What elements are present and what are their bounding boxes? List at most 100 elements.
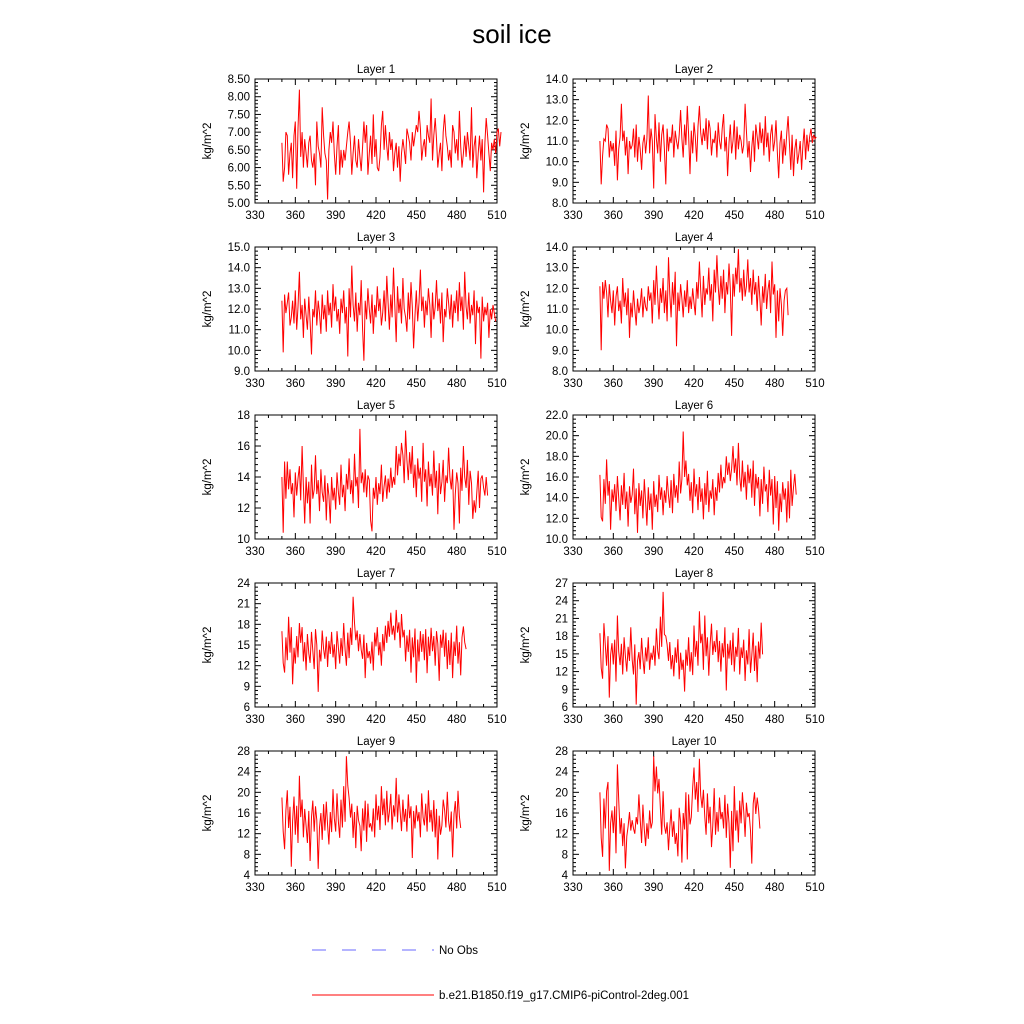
y-tick-label: 12.0 — [546, 283, 568, 295]
series-line-layer-3 — [281, 265, 497, 361]
x-tick-label: 330 — [563, 882, 582, 894]
panel-layer-9: Layer 9 330 360 390 420 450 480 510 4 8 12 16 20 24 28… — [202, 736, 507, 894]
x-tick-label: 360 — [604, 714, 623, 726]
y-axis-label: kg/m^2 — [202, 459, 214, 496]
x-tick-label: 510 — [805, 210, 824, 222]
y-tick-label: 13.0 — [546, 263, 568, 275]
x-tick-label: 420 — [684, 378, 703, 390]
x-tick-label: 450 — [725, 714, 744, 726]
x-tick-label: 330 — [245, 714, 264, 726]
y-tick-label: 14 — [237, 472, 250, 484]
series-line-layer-7 — [281, 596, 467, 692]
panel-layer-6: Layer 6 330 360 390 420 450 480 510 10.0 12.0 14.0… — [520, 400, 825, 558]
x-tick-label: 450 — [407, 210, 426, 222]
legend-no-obs-label: No Obs — [439, 945, 478, 957]
y-tick-label: 18 — [237, 619, 250, 631]
y-tick-label: 28 — [555, 746, 568, 758]
y-tick-label: 21 — [555, 613, 568, 625]
x-tick-label: 450 — [725, 546, 744, 558]
x-tick-label: 420 — [684, 546, 703, 558]
x-tick-label: 330 — [245, 546, 264, 558]
y-tick-label: 7.50 — [228, 109, 250, 121]
x-tick-label: 480 — [765, 378, 784, 390]
panel-title: Layer 4 — [675, 232, 714, 244]
y-tick-label: 12 — [237, 661, 250, 673]
y-tick-label: 8.0 — [552, 198, 568, 210]
x-tick-label: 330 — [563, 714, 582, 726]
y-axis-label: kg/m^2 — [202, 291, 214, 328]
panel-layer-4: Layer 4 330 360 390 420 450 480 510 8.0 9.0 10.0 11… — [520, 232, 825, 390]
figure-title: soil ice — [472, 19, 551, 49]
panel-title: Layer 10 — [672, 736, 717, 748]
y-tick-label: 4 — [562, 870, 569, 882]
legend-model-label: b.e21.B1850.f19_g17.CMIP6-piControl-2deg… — [439, 990, 689, 1002]
y-tick-label: 20 — [237, 787, 250, 799]
y-tick-label: 10.0 — [546, 157, 568, 169]
y-tick-label: 9 — [562, 684, 568, 696]
x-tick-label: 480 — [447, 378, 466, 390]
x-tick-label: 480 — [765, 882, 784, 894]
x-tick-label: 390 — [644, 546, 663, 558]
y-tick-label: 9 — [244, 681, 250, 693]
y-tick-label: 6 — [244, 702, 250, 714]
x-tick-label: 480 — [765, 546, 784, 558]
x-tick-label: 480 — [447, 546, 466, 558]
panel-title: Layer 7 — [357, 568, 395, 580]
x-tick-label: 420 — [684, 210, 703, 222]
legend: No Obs b.e21.B1850.f19_g17.CMIP6-piContr… — [312, 945, 689, 1002]
y-tick-label: 9.0 — [234, 366, 250, 378]
y-tick-label: 15 — [237, 640, 250, 652]
x-tick-label: 510 — [487, 210, 506, 222]
y-tick-label: 5.00 — [228, 198, 250, 210]
x-tick-label: 330 — [563, 378, 582, 390]
series-line-layer-2 — [599, 95, 817, 189]
y-tick-label: 8 — [244, 849, 250, 861]
y-tick-label: 14.0 — [546, 493, 568, 505]
y-axis-label: kg/m^2 — [520, 459, 532, 496]
y-tick-label: 6.50 — [228, 145, 250, 157]
x-tick-label: 450 — [407, 546, 426, 558]
x-tick-label: 510 — [805, 882, 824, 894]
x-tick-label: 360 — [604, 882, 623, 894]
x-tick-label: 420 — [684, 882, 703, 894]
y-tick-label: 24 — [237, 767, 250, 779]
y-axis-label: kg/m^2 — [520, 123, 532, 160]
x-tick-label: 390 — [326, 210, 345, 222]
y-tick-label: 12.0 — [546, 513, 568, 525]
panel-title: Layer 2 — [675, 64, 713, 76]
x-tick-label: 420 — [366, 378, 385, 390]
series-line-layer-1 — [281, 89, 502, 200]
panel-layer-8: Layer 8 330 360 390 420 450 480 510 6 9 12 15 18 21 24… — [520, 568, 825, 726]
x-tick-label: 360 — [286, 378, 305, 390]
x-tick-label: 480 — [765, 714, 784, 726]
x-tick-label: 450 — [407, 882, 426, 894]
y-tick-label: 9.0 — [552, 345, 568, 357]
x-tick-label: 450 — [725, 378, 744, 390]
y-tick-label: 11.0 — [546, 304, 568, 316]
y-tick-label: 8.00 — [228, 92, 250, 104]
y-tick-label: 18.0 — [546, 451, 568, 463]
y-axis-label: kg/m^2 — [202, 123, 214, 160]
y-tick-label: 8.0 — [552, 366, 568, 378]
panel-layer-1: Layer 1 330 360 390 420 450 480 510 5.00 5.50 6.00… — [202, 64, 507, 222]
panel-layer-3: Layer 3 330 360 390 420 450 480 510 9.0 10.0 11.0 1… — [202, 232, 507, 390]
series-line-layer-8 — [599, 591, 764, 705]
x-tick-label: 420 — [366, 546, 385, 558]
x-tick-label: 510 — [805, 378, 824, 390]
x-tick-label: 390 — [644, 714, 663, 726]
x-tick-label: 480 — [447, 210, 466, 222]
y-tick-label: 15.0 — [228, 242, 250, 254]
x-tick-label: 360 — [286, 882, 305, 894]
x-tick-label: 360 — [604, 546, 623, 558]
y-tick-label: 22.0 — [546, 410, 568, 422]
x-tick-label: 450 — [407, 714, 426, 726]
panel-title: Layer 6 — [675, 400, 713, 412]
panel-title: Layer 1 — [357, 64, 395, 76]
x-tick-label: 390 — [644, 882, 663, 894]
y-tick-label: 13.0 — [228, 283, 250, 295]
x-tick-label: 480 — [447, 714, 466, 726]
x-tick-label: 480 — [447, 882, 466, 894]
series-line-layer-6 — [599, 431, 797, 533]
